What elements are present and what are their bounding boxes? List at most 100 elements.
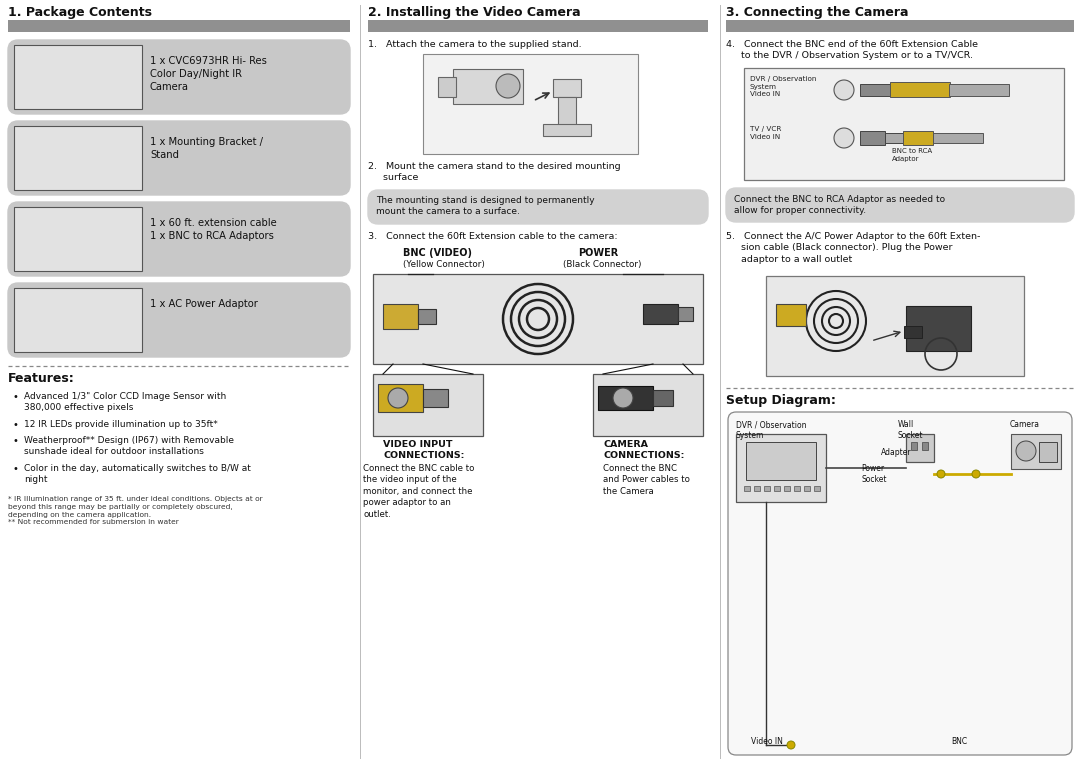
Bar xyxy=(906,306,971,351)
Bar xyxy=(368,20,708,32)
Bar xyxy=(744,68,1064,180)
Text: POWER: POWER xyxy=(578,248,618,258)
Text: (Black Connector): (Black Connector) xyxy=(563,260,642,269)
Bar xyxy=(860,84,890,96)
Text: Wall
Socket: Wall Socket xyxy=(897,420,923,440)
Text: VIDEO INPUT
CONNECTIONS:: VIDEO INPUT CONNECTIONS: xyxy=(383,440,464,460)
Text: •: • xyxy=(13,436,18,446)
Text: CAMERA
CONNECTIONS:: CAMERA CONNECTIONS: xyxy=(603,440,685,460)
Text: 1 x 60 ft. extension cable
1 x BNC to RCA Adaptors: 1 x 60 ft. extension cable 1 x BNC to RC… xyxy=(150,218,276,241)
Bar xyxy=(949,84,1009,96)
Bar xyxy=(912,442,917,450)
Bar xyxy=(14,126,141,190)
Text: Setup Diagram:: Setup Diagram: xyxy=(726,394,836,407)
Bar xyxy=(678,307,693,321)
Text: Features:: Features: xyxy=(8,372,75,385)
Text: •: • xyxy=(13,420,18,430)
Text: BNC: BNC xyxy=(951,737,967,746)
Circle shape xyxy=(613,388,633,408)
Bar xyxy=(933,133,983,143)
Circle shape xyxy=(834,80,854,100)
FancyBboxPatch shape xyxy=(726,188,1074,222)
Bar xyxy=(643,304,678,324)
Text: Adapter: Adapter xyxy=(881,448,912,457)
Text: Connect the BNC
and Power cables to
the Camera: Connect the BNC and Power cables to the … xyxy=(603,464,690,496)
Circle shape xyxy=(1016,441,1036,461)
Text: The mounting stand is designed to permanently
mount the camera to a surface.: The mounting stand is designed to perman… xyxy=(376,196,595,217)
Text: 5.   Connect the A/C Power Adaptor to the 60ft Exten-
     sion cable (Black con: 5. Connect the A/C Power Adaptor to the … xyxy=(726,232,981,264)
Text: •: • xyxy=(13,392,18,402)
Text: 2. Installing the Video Camera: 2. Installing the Video Camera xyxy=(368,6,581,19)
Bar xyxy=(8,20,350,32)
FancyBboxPatch shape xyxy=(8,283,350,357)
Bar xyxy=(774,486,780,491)
Bar xyxy=(1039,442,1057,462)
Circle shape xyxy=(834,128,854,148)
FancyBboxPatch shape xyxy=(8,40,350,114)
Bar xyxy=(764,486,770,491)
Bar xyxy=(373,274,703,364)
Bar xyxy=(14,207,141,271)
Bar xyxy=(860,131,885,145)
Bar xyxy=(423,389,448,407)
Bar xyxy=(794,486,800,491)
Bar xyxy=(373,374,483,436)
Bar xyxy=(383,304,418,329)
Bar xyxy=(890,82,950,97)
Text: DVR / Observation
System
Video IN: DVR / Observation System Video IN xyxy=(750,76,816,98)
Bar xyxy=(543,124,591,136)
Bar xyxy=(784,486,789,491)
FancyBboxPatch shape xyxy=(728,412,1072,755)
Text: 1.   Attach the camera to the supplied stand.: 1. Attach the camera to the supplied sta… xyxy=(368,40,582,49)
Bar xyxy=(14,288,141,352)
Circle shape xyxy=(937,470,945,478)
Bar xyxy=(1011,434,1061,469)
Text: 1. Package Contents: 1. Package Contents xyxy=(8,6,152,19)
Bar xyxy=(903,131,933,145)
FancyBboxPatch shape xyxy=(8,121,350,195)
Text: DVR / Observation
System: DVR / Observation System xyxy=(735,420,807,440)
Text: (Yellow Connector): (Yellow Connector) xyxy=(403,260,485,269)
Bar xyxy=(418,309,436,324)
Bar xyxy=(726,20,1074,32)
Bar xyxy=(558,97,576,127)
Text: Weatherproof** Design (IP67) with Removable
sunshade ideal for outdoor installat: Weatherproof** Design (IP67) with Remova… xyxy=(24,436,234,456)
Text: Connect the BNC cable to
the video input of the
monitor, and connect the
power a: Connect the BNC cable to the video input… xyxy=(363,464,474,519)
Text: Advanced 1/3" Color CCD Image Sensor with
380,000 effective pixels: Advanced 1/3" Color CCD Image Sensor wit… xyxy=(24,392,226,413)
FancyBboxPatch shape xyxy=(368,190,708,224)
Bar xyxy=(814,486,820,491)
Bar xyxy=(438,77,456,97)
Circle shape xyxy=(972,470,980,478)
Bar xyxy=(922,442,928,450)
Text: BNC to RCA
Adaptor: BNC to RCA Adaptor xyxy=(892,148,932,162)
Bar xyxy=(746,442,816,480)
Text: Connect the BNC to RCA Adaptor as needed to
allow for proper connectivity.: Connect the BNC to RCA Adaptor as needed… xyxy=(734,195,945,215)
Text: 3.   Connect the 60ft Extension cable to the camera:: 3. Connect the 60ft Extension cable to t… xyxy=(368,232,618,241)
Text: Camera: Camera xyxy=(1010,420,1040,429)
Circle shape xyxy=(787,741,795,749)
Bar xyxy=(766,276,1024,376)
Bar xyxy=(653,390,673,406)
Bar xyxy=(904,326,922,338)
Text: * IR Illumination range of 35 ft. under ideal conditions. Objects at or
beyond t: * IR Illumination range of 35 ft. under … xyxy=(8,496,262,525)
Circle shape xyxy=(496,74,519,98)
Text: •: • xyxy=(13,464,18,474)
Bar xyxy=(754,486,760,491)
Bar xyxy=(14,45,141,109)
Bar xyxy=(804,486,810,491)
Text: 3. Connecting the Camera: 3. Connecting the Camera xyxy=(726,6,908,19)
Text: 4.   Connect the BNC end of the 60ft Extension Cable
     to the DVR / Observati: 4. Connect the BNC end of the 60ft Exten… xyxy=(726,40,978,60)
Text: Video IN: Video IN xyxy=(751,737,783,746)
Text: 2.   Mount the camera stand to the desired mounting
     surface: 2. Mount the camera stand to the desired… xyxy=(368,162,621,182)
Text: Color in the day, automatically switches to B/W at
night: Color in the day, automatically switches… xyxy=(24,464,251,485)
Text: 12 IR LEDs provide illumination up to 35ft*: 12 IR LEDs provide illumination up to 35… xyxy=(24,420,218,429)
Text: BNC (VIDEO): BNC (VIDEO) xyxy=(403,248,472,258)
FancyBboxPatch shape xyxy=(8,202,350,276)
Circle shape xyxy=(388,388,408,408)
Bar xyxy=(593,374,703,436)
Bar xyxy=(423,54,638,154)
Text: Power
Socket: Power Socket xyxy=(861,464,887,485)
Bar xyxy=(777,304,806,326)
Bar xyxy=(553,79,581,97)
Bar xyxy=(453,69,523,104)
